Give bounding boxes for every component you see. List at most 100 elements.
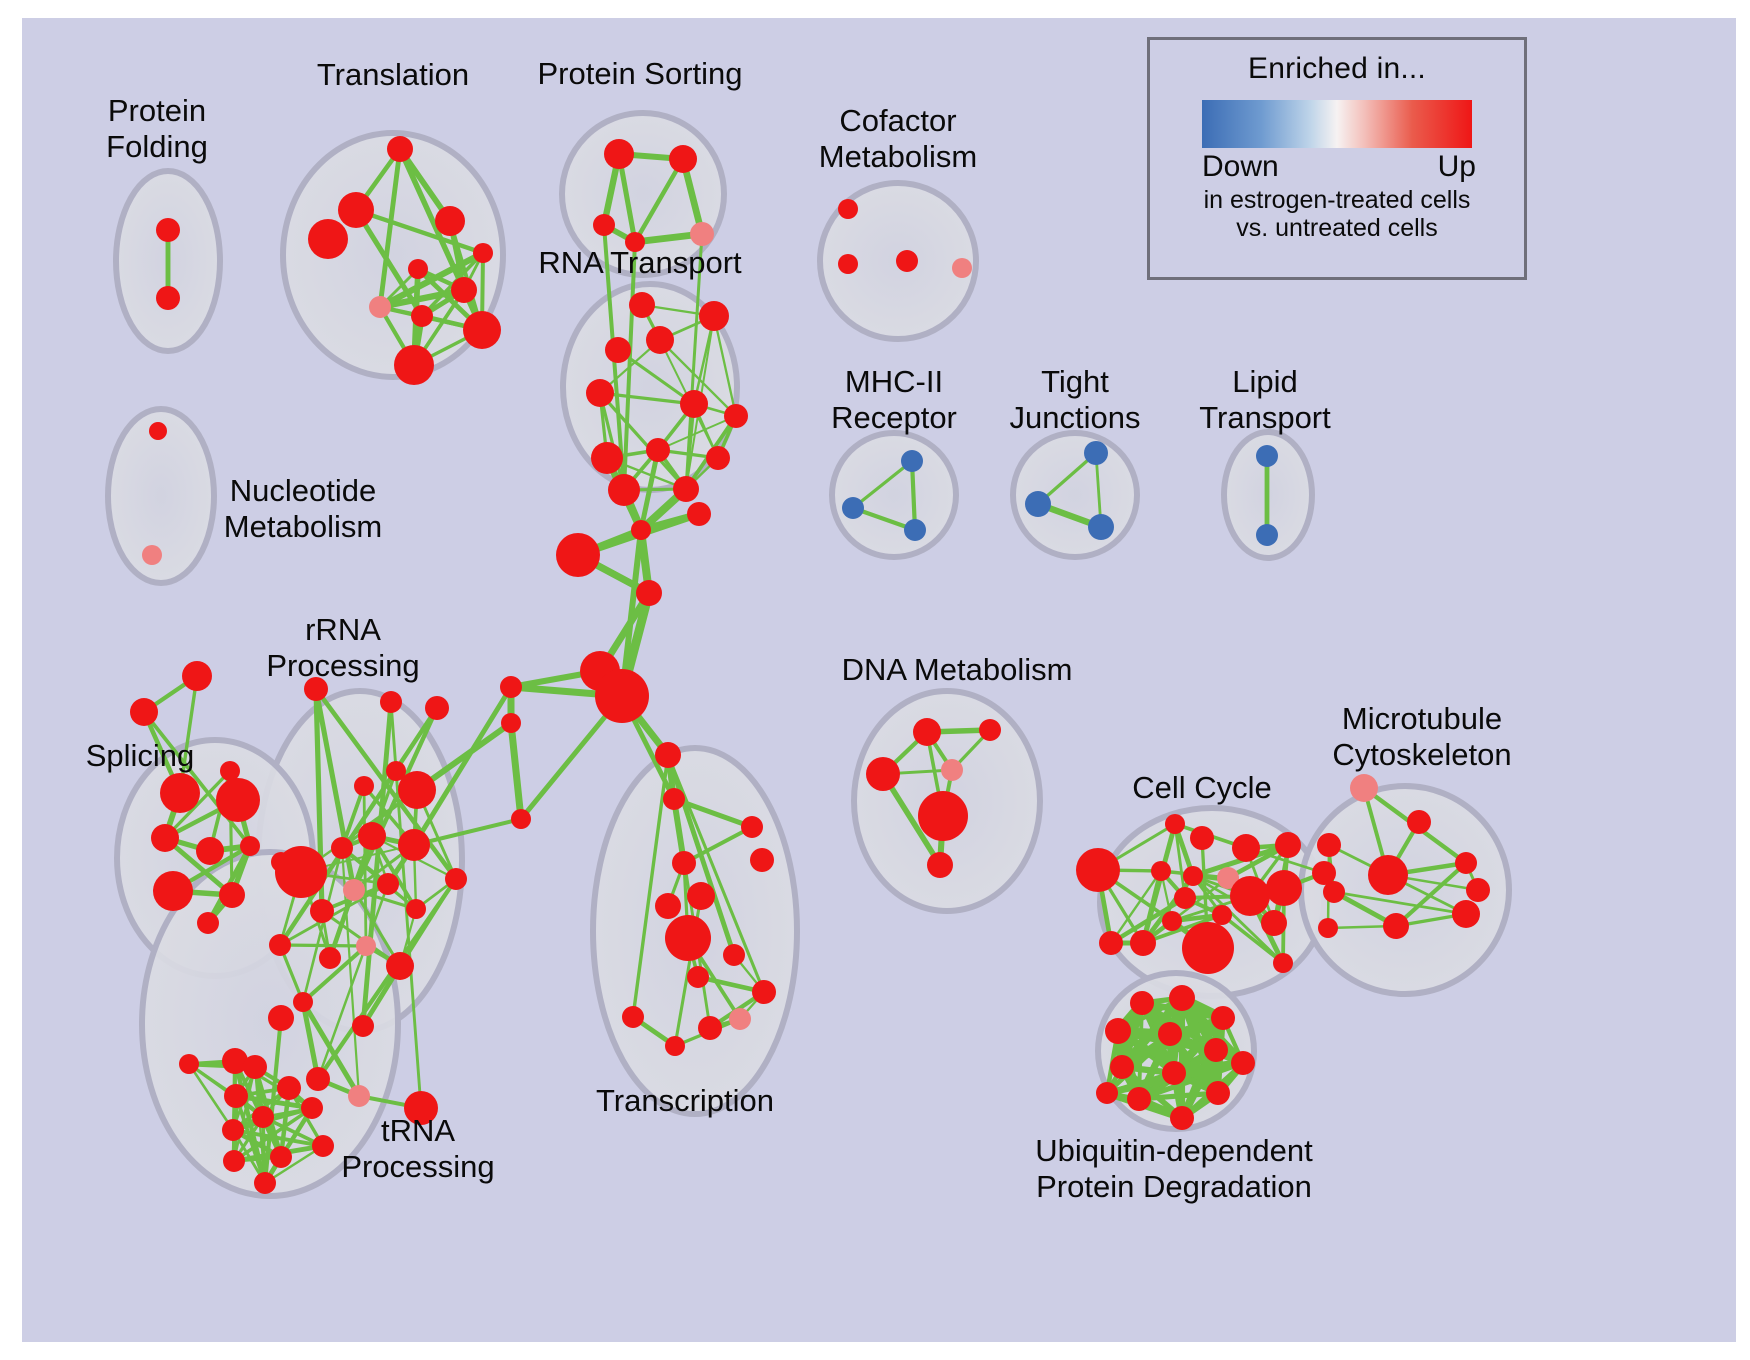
- network-node[interactable]: [435, 206, 465, 236]
- network-node[interactable]: [1383, 913, 1409, 939]
- network-node[interactable]: [156, 286, 180, 310]
- network-node[interactable]: [952, 258, 972, 278]
- network-node[interactable]: [182, 661, 212, 691]
- network-node[interactable]: [866, 757, 900, 791]
- network-node[interactable]: [665, 1036, 685, 1056]
- network-node[interactable]: [222, 1119, 244, 1141]
- network-node[interactable]: [394, 345, 434, 385]
- network-node[interactable]: [752, 980, 776, 1004]
- network-node[interactable]: [1273, 953, 1293, 973]
- network-node[interactable]: [268, 1005, 294, 1031]
- network-node[interactable]: [842, 497, 864, 519]
- network-node[interactable]: [605, 337, 631, 363]
- network-node[interactable]: [586, 379, 614, 407]
- network-node[interactable]: [741, 816, 763, 838]
- network-node[interactable]: [1105, 1018, 1131, 1044]
- network-node[interactable]: [404, 1091, 438, 1125]
- network-node[interactable]: [1212, 905, 1232, 925]
- network-node[interactable]: [724, 404, 748, 428]
- network-node[interactable]: [941, 759, 963, 781]
- network-node[interactable]: [913, 718, 941, 746]
- network-node[interactable]: [1312, 861, 1336, 885]
- network-node[interactable]: [398, 771, 436, 809]
- network-node[interactable]: [319, 947, 341, 969]
- network-node[interactable]: [223, 1150, 245, 1172]
- network-node[interactable]: [380, 691, 402, 713]
- network-node[interactable]: [222, 1048, 248, 1074]
- network-node[interactable]: [625, 232, 645, 252]
- network-node[interactable]: [1318, 918, 1338, 938]
- network-node[interactable]: [500, 676, 522, 698]
- network-node[interactable]: [252, 1106, 274, 1128]
- network-node[interactable]: [1261, 910, 1287, 936]
- network-node[interactable]: [699, 301, 729, 331]
- network-node[interactable]: [1174, 887, 1196, 909]
- network-node[interactable]: [979, 719, 1001, 741]
- network-node[interactable]: [1275, 832, 1301, 858]
- network-node[interactable]: [1232, 834, 1260, 862]
- network-node[interactable]: [406, 899, 426, 919]
- network-node[interactable]: [269, 934, 291, 956]
- network-node[interactable]: [1183, 866, 1203, 886]
- network-node[interactable]: [425, 696, 449, 720]
- network-node[interactable]: [1217, 867, 1239, 889]
- network-node[interactable]: [386, 952, 414, 980]
- network-node[interactable]: [354, 776, 374, 796]
- network-node[interactable]: [377, 873, 399, 895]
- network-node[interactable]: [196, 837, 224, 865]
- network-node[interactable]: [631, 520, 651, 540]
- network-node[interactable]: [690, 222, 714, 246]
- network-node[interactable]: [1455, 852, 1477, 874]
- network-node[interactable]: [153, 871, 193, 911]
- network-node[interactable]: [591, 442, 623, 474]
- network-node[interactable]: [386, 761, 406, 781]
- network-node[interactable]: [369, 296, 391, 318]
- network-node[interactable]: [398, 829, 430, 861]
- network-node[interactable]: [1368, 855, 1408, 895]
- network-node[interactable]: [306, 1067, 330, 1091]
- network-node[interactable]: [636, 580, 662, 606]
- network-node[interactable]: [646, 326, 674, 354]
- network-node[interactable]: [1256, 524, 1278, 546]
- network-node[interactable]: [1158, 1022, 1182, 1046]
- network-node[interactable]: [687, 882, 715, 910]
- network-node[interactable]: [1466, 878, 1490, 902]
- network-node[interactable]: [331, 837, 353, 859]
- network-node[interactable]: [1130, 991, 1154, 1015]
- network-node[interactable]: [1130, 930, 1156, 956]
- network-node[interactable]: [838, 199, 858, 219]
- network-node[interactable]: [608, 474, 640, 506]
- network-node[interactable]: [918, 791, 968, 841]
- network-node[interactable]: [408, 259, 428, 279]
- network-node[interactable]: [130, 698, 158, 726]
- network-node[interactable]: [358, 822, 386, 850]
- network-node[interactable]: [1170, 1106, 1194, 1130]
- network-node[interactable]: [160, 773, 200, 813]
- network-node[interactable]: [698, 1016, 722, 1040]
- network-node[interactable]: [1099, 931, 1123, 955]
- network-node[interactable]: [254, 1172, 276, 1194]
- network-node[interactable]: [1256, 445, 1278, 467]
- network-node[interactable]: [672, 851, 696, 875]
- network-node[interactable]: [1452, 900, 1480, 928]
- network-node[interactable]: [1407, 810, 1431, 834]
- network-node[interactable]: [240, 836, 260, 856]
- network-node[interactable]: [750, 848, 774, 872]
- network-node[interactable]: [593, 214, 615, 236]
- network-node[interactable]: [348, 1085, 370, 1107]
- network-node[interactable]: [646, 438, 670, 462]
- network-node[interactable]: [1025, 491, 1051, 517]
- network-node[interactable]: [142, 545, 162, 565]
- network-node[interactable]: [604, 139, 634, 169]
- network-node[interactable]: [463, 311, 501, 349]
- network-node[interactable]: [729, 1008, 751, 1030]
- network-node[interactable]: [451, 277, 477, 303]
- network-node[interactable]: [1165, 814, 1185, 834]
- network-node[interactable]: [275, 846, 327, 898]
- network-node[interactable]: [343, 879, 365, 901]
- network-node[interactable]: [1151, 861, 1171, 881]
- network-node[interactable]: [1110, 1055, 1134, 1079]
- network-node[interactable]: [224, 1084, 248, 1108]
- network-node[interactable]: [1230, 876, 1270, 916]
- network-node[interactable]: [655, 742, 681, 768]
